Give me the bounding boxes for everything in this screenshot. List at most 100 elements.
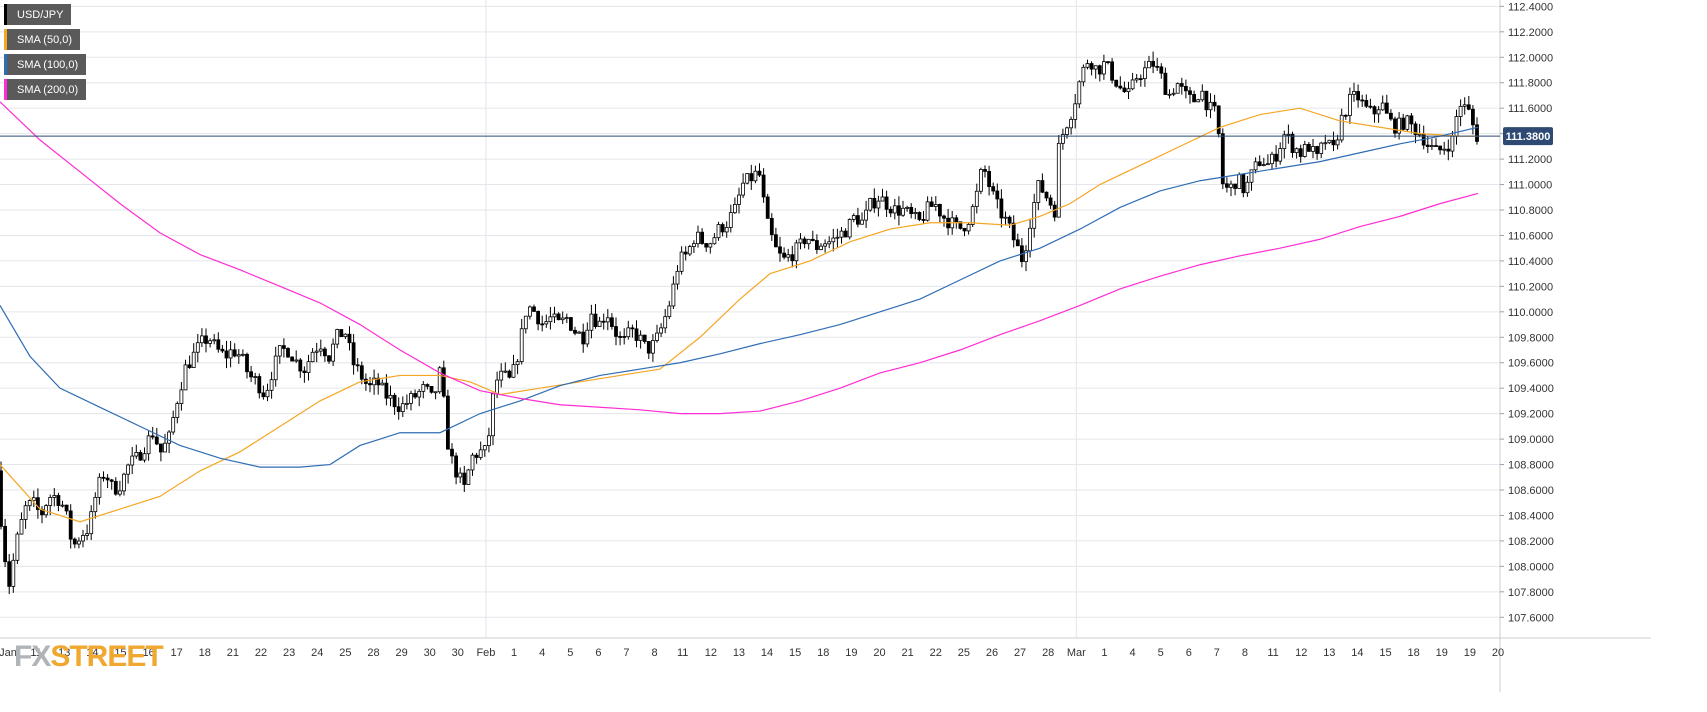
candle-bullish [1061,134,1065,144]
candle-bullish [228,349,233,359]
candle-bullish [876,200,881,209]
candle-bearish [298,359,303,372]
candle-bearish [929,201,934,207]
candle-bearish [1434,145,1438,147]
x-tick-label: 13 [733,647,745,659]
candle-bullish [835,236,840,239]
x-tick-label: 4 [1129,647,1135,659]
candle-bullish [745,173,750,184]
candle-bullish [294,359,299,362]
candle-bearish [1389,112,1393,120]
candle-bearish [995,190,1000,200]
candle-bullish [794,242,799,262]
candle-bullish [142,453,147,461]
x-tick-label: 15 [114,647,126,659]
x-tick-label: 1 [511,647,517,659]
candle-bullish [146,435,151,455]
candle-bullish [823,243,827,247]
candle-bearish [1438,145,1442,151]
candle-bullish [1208,101,1213,111]
candle-bearish [601,320,606,323]
candle-bullish [331,343,336,362]
candle-bearish [1159,66,1164,74]
candle-bearish [384,382,389,399]
candle-bearish [1040,180,1045,193]
sma-200-line [0,101,1479,415]
candle-bearish [593,313,598,327]
candle-bullish [1352,91,1356,95]
candle-bullish [433,391,438,394]
candle-bullish [269,379,274,391]
candle-bearish [581,331,586,345]
candle-bullish [552,313,557,318]
candle-bullish [577,331,581,334]
candle-bearish [1151,60,1155,67]
candle-bullish [1286,133,1291,136]
x-tick-label: 21 [901,647,913,659]
candle-bearish [413,393,418,398]
candle-bearish [1204,90,1209,111]
candle-bullish [1245,181,1250,194]
legend-item-usdjpy[interactable]: USD/JPY [4,4,72,25]
candle-bearish [1356,91,1360,101]
candle-bearish [1015,239,1020,247]
candle-bullish [966,224,971,232]
candle-bearish [462,472,467,485]
candle-bearish [749,173,754,182]
candle-bullish [1380,102,1385,111]
plot-background [0,0,1651,692]
candle-bullish [1376,109,1381,115]
candle-bullish [651,340,655,354]
candle-bullish [675,270,680,285]
candle-bullish [663,316,668,329]
candle-bullish [400,403,405,412]
candle-bullish [786,254,791,258]
candle-bearish [962,228,967,232]
candle-bullish [183,364,188,391]
candle-bearish [474,454,479,458]
candle-bullish [52,495,57,498]
candle-bearish [359,365,364,380]
current-price-badge [1503,127,1553,146]
candle-bearish [1216,105,1221,135]
candle-bearish [113,480,118,495]
legend: USD/JPY SMA (50,0) SMA (100,0) SMA (200,… [4,4,87,104]
candle-bullish [1024,250,1028,263]
candle-bearish [392,394,397,408]
candle-bullish [1266,163,1270,166]
candle-bearish [339,329,344,338]
legend-item-sma100[interactable]: SMA (100,0) [4,54,87,75]
candle-bullish [1200,90,1205,101]
candle-bearish [884,196,889,210]
candle-bearish [56,495,61,506]
candle-bullish [491,393,495,437]
candle-bullish [1196,99,1201,103]
legend-item-sma200[interactable]: SMA (200,0) [4,79,87,100]
candle-bearish [68,510,73,540]
candle-bearish [897,205,901,216]
x-tick-label: 15 [1379,647,1391,659]
x-tick-label: 20 [1492,647,1504,659]
candle-bullish [1323,142,1328,145]
candle-bearish [445,395,450,450]
candle-bullish [1126,88,1131,93]
candle-bearish [351,342,356,366]
candle-bearish [683,251,688,255]
candle-bullish [77,540,81,545]
candle-bearish [1114,79,1119,87]
candle-bearish [450,448,454,457]
candle-bullish [85,533,89,536]
candle-bullish [15,533,20,561]
candle-bearish [355,364,360,367]
current-price-label: 111.3800 [1506,131,1551,143]
candle-bearish [569,317,573,331]
x-tick-label: 18 [199,647,211,659]
candle-bullish [708,243,713,248]
candle-bullish [913,212,918,214]
candle-bearish [1097,65,1102,75]
sma-100-line [0,126,1479,468]
candle-bearish [958,221,963,229]
legend-item-sma50[interactable]: SMA (50,0) [4,29,81,50]
candle-bearish [1475,124,1479,142]
